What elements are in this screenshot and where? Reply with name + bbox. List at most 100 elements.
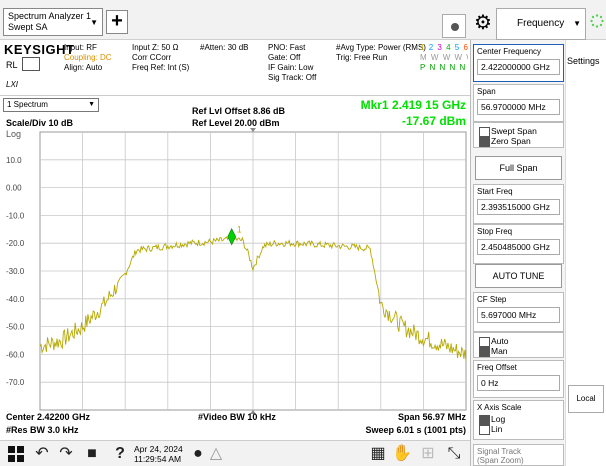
center-arrow-top xyxy=(250,128,256,132)
chevron-down-icon: ▼ xyxy=(88,101,95,108)
taskbar: ↶ ↷ ■ ? Apr 24, 2024 11:29:54 AM ● △ ▦ ✋… xyxy=(0,440,470,466)
local-button[interactable]: Local xyxy=(568,385,604,413)
monitor-icon xyxy=(22,57,40,71)
span-label: Span 56.97 MHz xyxy=(397,412,466,422)
stop-freq-label: Stop Freq xyxy=(477,227,513,236)
trace-type: M xyxy=(420,53,428,62)
avg-settings: #Avg Type: Power (RMS) Trig: Free Run xyxy=(336,43,426,63)
cf-auto-option[interactable]: Auto xyxy=(477,336,560,347)
add-screen-button[interactable]: + xyxy=(106,10,128,34)
touch-icon[interactable]: ✋ xyxy=(392,445,412,462)
ref-offset-label: Ref Lvl Offset 8.86 dB xyxy=(192,106,286,116)
softkey-panel: Center Frequency 2.422000000 GHz Span 56… xyxy=(470,40,565,466)
zero-span-option[interactable]: Zero Span xyxy=(477,136,560,147)
settings-tab-label: Settings xyxy=(567,56,600,66)
full-span-button[interactable]: Full Span xyxy=(475,156,562,180)
gear-icon[interactable]: ⚙ xyxy=(474,12,492,34)
chat-icon[interactable]: ● xyxy=(193,445,203,462)
x-axis-scale-key[interactable]: X Axis Scale Log Lin xyxy=(473,400,564,440)
record-button[interactable] xyxy=(442,14,466,38)
span-key-label: Span xyxy=(477,87,496,96)
remote-local-indicator: RL xyxy=(6,60,18,70)
res-bw-label: #Res BW 3.0 kHz xyxy=(6,425,79,435)
mode-name: Spectrum Analyzer 1 xyxy=(8,11,92,21)
stop-freq-key[interactable]: Stop Freq 2.450485000 GHz xyxy=(473,224,564,264)
menu-select-label: Frequency xyxy=(517,18,565,29)
marker-amplitude-readout: -17.67 dBm xyxy=(401,114,466,128)
chevron-down-icon: ▼ xyxy=(90,18,98,27)
freq-offset-value[interactable]: 0 Hz xyxy=(477,375,560,391)
signal-track-label: Signal Track xyxy=(477,447,522,456)
trace-num: 1 xyxy=(420,43,426,52)
start-freq-key[interactable]: Start Freq 2.393515000 GHz xyxy=(473,184,564,224)
trace-type: W xyxy=(466,53,468,62)
atten-settings: #Atten: 30 dB xyxy=(200,43,248,53)
avg-type-label: #Avg Type: Power (RMS) xyxy=(336,43,426,52)
start-freq-value[interactable]: 2.393515000 GHz xyxy=(477,199,560,215)
gate-label: Gate: Off xyxy=(268,53,301,62)
x-axis-lin-option[interactable]: Lin xyxy=(477,424,560,435)
sweep-label: Sweep 6.01 s (1001 pts) xyxy=(365,425,466,435)
record-icon xyxy=(451,23,459,31)
y-tick-label: -30.0 xyxy=(6,267,25,276)
cf-man-option[interactable]: Man xyxy=(477,346,560,357)
center-frequency-key[interactable]: Center Frequency 2.422000000 GHz xyxy=(473,44,564,82)
ref-level-label: Ref Level 20.00 dBm xyxy=(192,118,280,128)
trig-label: Trig: Free Run xyxy=(336,53,388,62)
mode-select[interactable]: Spectrum Analyzer 1 Swept SA ▼ xyxy=(3,8,103,36)
cf-step-key[interactable]: CF Step 5.697000 MHz xyxy=(473,292,564,332)
window-select[interactable]: 1 Spectrum ▼ xyxy=(3,98,99,112)
marker-1-label: 1 xyxy=(237,225,242,235)
swept-span-option[interactable]: Swept Span xyxy=(477,126,560,137)
pno-label: PNO: Fast xyxy=(268,43,306,52)
layout-icon[interactable]: ⊞ xyxy=(421,445,435,462)
busy-spinner-icon xyxy=(590,14,604,28)
marker-1-diamond xyxy=(227,228,237,246)
spectrum-plot[interactable]: 10.0 0.00 -10.0 -20.0 -30.0 -40.0 -50.0 -60.0 -7… xyxy=(0,96,470,440)
center-freq-label: Center 2.42200 GHz xyxy=(6,412,91,422)
cf-step-auto-man-toggle[interactable]: Auto Man xyxy=(473,332,564,358)
settings-summary-panel: KEYSIGHT RL LXI Input: RF Coupling: DC A… xyxy=(0,40,470,96)
help-icon[interactable]: ? xyxy=(115,445,125,462)
redo-icon[interactable]: ↷ xyxy=(59,445,73,462)
brand-logo: KEYSIGHT xyxy=(4,42,75,57)
windows-start-icon[interactable] xyxy=(6,444,26,464)
cf-step-value[interactable]: 5.697000 MHz xyxy=(477,307,560,323)
freq-offset-key[interactable]: Freq Offset 0 Hz xyxy=(473,360,564,398)
keypad-icon[interactable]: ▦ xyxy=(370,445,386,462)
y-tick-label: -40.0 xyxy=(6,295,25,304)
sweep-settings: PNO: Fast Gate: Off IF Gain: Low Sig Tra… xyxy=(268,43,316,83)
trace-det: P xyxy=(420,63,427,72)
coupling-label: Coupling: DC xyxy=(64,53,112,62)
input-z-settings: Input Z: 50 Ω Corr CCorr Freq Ref: Int (… xyxy=(132,43,189,73)
auto-tune-button[interactable]: AUTO TUNE xyxy=(475,264,562,288)
trace-det: N xyxy=(429,63,437,72)
trace-detectors: P N N N N N xyxy=(420,63,468,73)
swept-zero-span-toggle[interactable]: Swept Span Zero Span xyxy=(473,122,564,148)
menu-select[interactable]: Frequency ▼ xyxy=(496,8,586,40)
fullscreen-icon[interactable]: ⤡ xyxy=(447,445,461,462)
warning-icon: △ xyxy=(209,445,223,462)
trace-num: 3 xyxy=(437,43,443,52)
sig-track-label: Sig Track: Off xyxy=(268,73,317,82)
input-label: Input: RF xyxy=(64,43,97,52)
y-tick-label: -10.0 xyxy=(6,211,25,220)
trace-types: M W W W W W xyxy=(420,53,468,63)
y-tick-label: -50.0 xyxy=(6,323,25,332)
x-axis-log-option[interactable]: Log xyxy=(477,414,560,425)
center-frequency-value[interactable]: 2.422000000 GHz xyxy=(477,59,560,75)
window-icon[interactable]: ■ xyxy=(87,445,97,462)
start-freq-label: Start Freq xyxy=(477,187,513,196)
signal-track-key[interactable]: Signal Track (Span Zoom) xyxy=(473,444,564,466)
undo-icon[interactable]: ↶ xyxy=(35,445,49,462)
trace-window[interactable]: 10.0 0.00 -10.0 -20.0 -30.0 -40.0 -50.0 -60.0 -7… xyxy=(0,96,470,440)
span-value[interactable]: 56.9700000 MHz xyxy=(477,99,560,115)
y-tick-label: -70.0 xyxy=(6,378,25,387)
y-tick-label: -60.0 xyxy=(6,350,25,359)
log-label: Log xyxy=(6,129,22,139)
stop-freq-value[interactable]: 2.450485000 GHz xyxy=(477,239,560,255)
trace-status: 1 2 3 4 5 6 M W W W W W P N N N N N xyxy=(420,43,468,73)
span-key[interactable]: Span 56.9700000 MHz xyxy=(473,84,564,122)
atten-label: #Atten: 30 dB xyxy=(200,43,249,52)
trace-num: 4 xyxy=(446,43,452,52)
